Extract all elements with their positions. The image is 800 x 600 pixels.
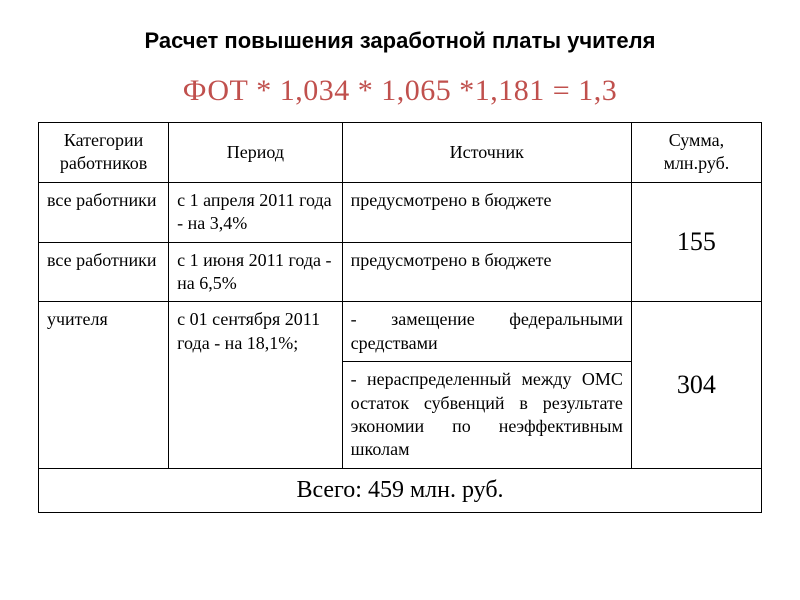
table-header-row: Категории работников Период Источник Сум… bbox=[39, 123, 762, 183]
cell-source: предусмотрено в бюджете bbox=[342, 182, 631, 242]
table-row: все работники с 1 апреля 2011 года - на … bbox=[39, 182, 762, 242]
cell-source: предусмотрено в бюджете bbox=[342, 242, 631, 302]
col-period: Период bbox=[169, 123, 343, 183]
cell-amount: 155 bbox=[631, 182, 761, 302]
cell-category: все работники bbox=[39, 242, 169, 302]
col-category: Категории работников bbox=[39, 123, 169, 183]
col-source: Источник bbox=[342, 123, 631, 183]
col-amount: Сумма, млн.руб. bbox=[631, 123, 761, 183]
cell-period: с 1 апреля 2011 года - на 3,4% bbox=[169, 182, 343, 242]
cell-source: - нераспределенный между ОМС остаток суб… bbox=[342, 362, 631, 469]
table-footer-row: Всего: 459 млн. руб. bbox=[39, 468, 762, 512]
cell-category: все работники bbox=[39, 182, 169, 242]
table-row: учителя с 01 сентября 2011 года - на 18,… bbox=[39, 302, 762, 362]
cell-period: с 01 сентября 2011 года - на 18,1%; bbox=[169, 302, 343, 468]
cell-amount: 304 bbox=[631, 302, 761, 468]
salary-table: Категории работников Период Источник Сум… bbox=[38, 122, 762, 513]
cell-period: с 1 июня 2011 года - на 6,5% bbox=[169, 242, 343, 302]
cell-category: учителя bbox=[39, 302, 169, 468]
page-title: Расчет повышения заработной платы учител… bbox=[38, 28, 762, 54]
cell-source: - замещение федеральными средствами bbox=[342, 302, 631, 362]
footer-total: Всего: 459 млн. руб. bbox=[39, 468, 762, 512]
formula: ФОТ * 1,034 * 1,065 *1,181 = 1,3 bbox=[38, 74, 762, 108]
